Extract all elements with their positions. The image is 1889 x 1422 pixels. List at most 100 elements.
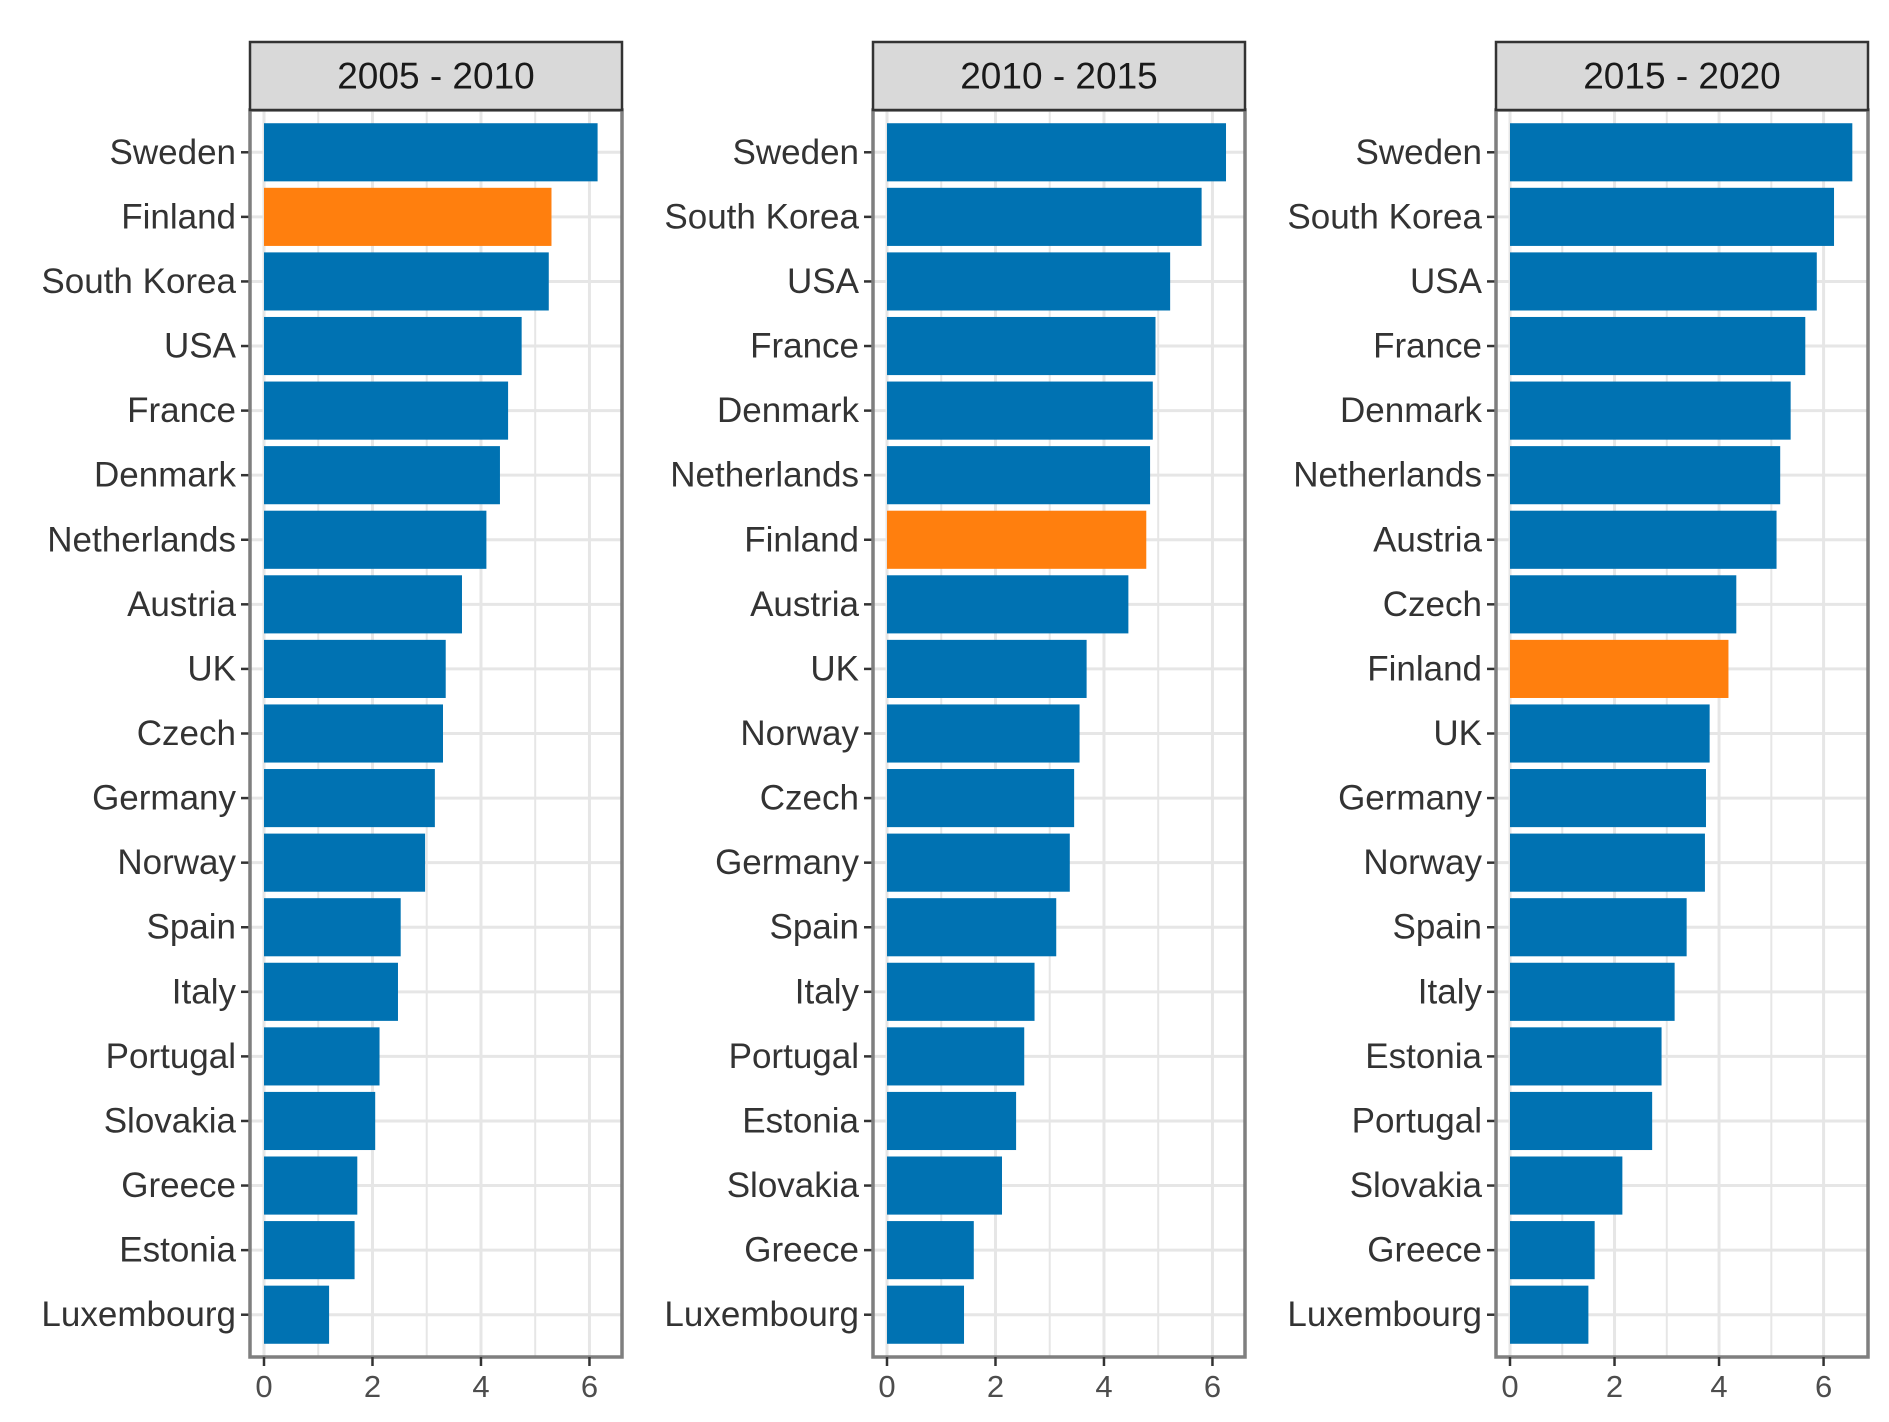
- bar: [1510, 446, 1781, 505]
- facet-title: 2005 - 2010: [337, 56, 535, 97]
- x-tick-label: 6: [1204, 1369, 1221, 1404]
- x-tick-label: 0: [255, 1369, 272, 1404]
- category-label: Germany: [1338, 779, 1482, 818]
- bar: [887, 639, 1087, 698]
- category-label: Italy: [795, 972, 860, 1011]
- bar: [887, 252, 1171, 311]
- bar: [264, 575, 462, 634]
- category-label: Czech: [760, 779, 859, 818]
- category-label: Greece: [1367, 1231, 1482, 1270]
- category-label: Luxembourg: [1287, 1295, 1482, 1334]
- facet-strip: [871, 40, 1247, 112]
- category-label: Germany: [715, 843, 859, 882]
- category-label: Germany: [92, 779, 236, 818]
- bar: [264, 381, 509, 440]
- bar: [264, 704, 443, 763]
- x-tick-label: 0: [1501, 1369, 1518, 1404]
- bar: [1510, 1027, 1662, 1086]
- bar: [887, 446, 1151, 505]
- category-label: USA: [164, 327, 237, 366]
- bar: [887, 187, 1202, 246]
- bar: [264, 1091, 376, 1151]
- category-label: Italy: [1418, 972, 1483, 1011]
- bar: [1510, 769, 1706, 828]
- bar: [264, 1156, 358, 1215]
- category-label: Austria: [127, 585, 236, 624]
- bar: [1510, 381, 1791, 440]
- category-label: France: [127, 391, 236, 430]
- facet-panel: Sweden Finland South Korea USA France Denmark…: [41, 40, 624, 1404]
- category-label: Austria: [1373, 520, 1482, 559]
- facet-title: 2015 - 2020: [1583, 56, 1781, 97]
- bar: [1510, 962, 1675, 1021]
- category-label: Portugal: [106, 1037, 236, 1076]
- facet-strip: [248, 40, 624, 112]
- facet-title: 2010 - 2015: [960, 56, 1158, 97]
- bar: [1510, 833, 1705, 892]
- x-tick-label: 4: [1710, 1369, 1727, 1404]
- bar: [264, 1027, 380, 1086]
- category-label: Sweden: [110, 133, 236, 172]
- bar: [887, 962, 1035, 1021]
- facet-panel: Sweden South Korea USA France Denmark Netherl…: [1287, 40, 1870, 1404]
- category-label: South Korea: [41, 262, 236, 301]
- bar: [264, 769, 435, 828]
- facet-strip: [1494, 40, 1870, 112]
- category-label: Slovakia: [727, 1166, 860, 1205]
- bar: [887, 704, 1080, 763]
- bar: [264, 510, 487, 569]
- category-label: Denmark: [717, 391, 859, 430]
- highlighted-bar: [264, 187, 552, 246]
- bar: [1510, 510, 1777, 569]
- category-label: Austria: [750, 585, 859, 624]
- category-label: Norway: [740, 714, 859, 753]
- category-label: Netherlands: [670, 456, 859, 495]
- category-label: Portugal: [729, 1037, 859, 1076]
- category-label: Norway: [117, 843, 236, 882]
- category-label: Netherlands: [47, 520, 236, 559]
- category-label: South Korea: [664, 197, 859, 236]
- category-label: France: [1373, 327, 1482, 366]
- bar: [264, 316, 522, 376]
- bar: [264, 252, 549, 311]
- bar: [887, 769, 1075, 828]
- category-label: Greece: [744, 1231, 859, 1270]
- bar: [1510, 252, 1817, 311]
- bar: [887, 1091, 1017, 1151]
- bar: [1510, 1156, 1623, 1215]
- bar: [887, 833, 1070, 892]
- bar: [887, 898, 1057, 957]
- bar: [1510, 123, 1853, 182]
- category-label: USA: [787, 262, 860, 301]
- bar: [887, 575, 1129, 634]
- bar: [1510, 1285, 1589, 1344]
- category-label: Italy: [172, 972, 237, 1011]
- highlighted-bar: [1510, 639, 1729, 698]
- category-label: Spain: [146, 908, 236, 947]
- category-label: France: [750, 327, 859, 366]
- bar: [887, 1027, 1025, 1086]
- category-label: Estonia: [1365, 1037, 1482, 1076]
- category-label: Luxembourg: [41, 1295, 236, 1334]
- bar: [1510, 1221, 1595, 1280]
- x-tick-label: 4: [1095, 1369, 1112, 1404]
- x-tick-label: 4: [472, 1369, 489, 1404]
- bar: [264, 898, 401, 957]
- category-label: Finland: [744, 520, 859, 559]
- category-label: USA: [1410, 262, 1483, 301]
- bar: [1510, 1091, 1653, 1151]
- x-tick-label: 0: [878, 1369, 895, 1404]
- bar: [264, 123, 598, 182]
- bar: [264, 833, 426, 892]
- highlighted-bar: [887, 510, 1147, 569]
- facet-panel: Sweden South Korea USA France Denmark Netherl…: [664, 40, 1247, 1404]
- bar: [264, 446, 500, 505]
- category-label: Denmark: [94, 456, 236, 495]
- bar: [1510, 898, 1687, 957]
- category-label: Denmark: [1340, 391, 1482, 430]
- category-label: Sweden: [1356, 133, 1482, 172]
- bar: [887, 381, 1153, 440]
- bar: [1510, 704, 1710, 763]
- category-label: Estonia: [119, 1231, 236, 1270]
